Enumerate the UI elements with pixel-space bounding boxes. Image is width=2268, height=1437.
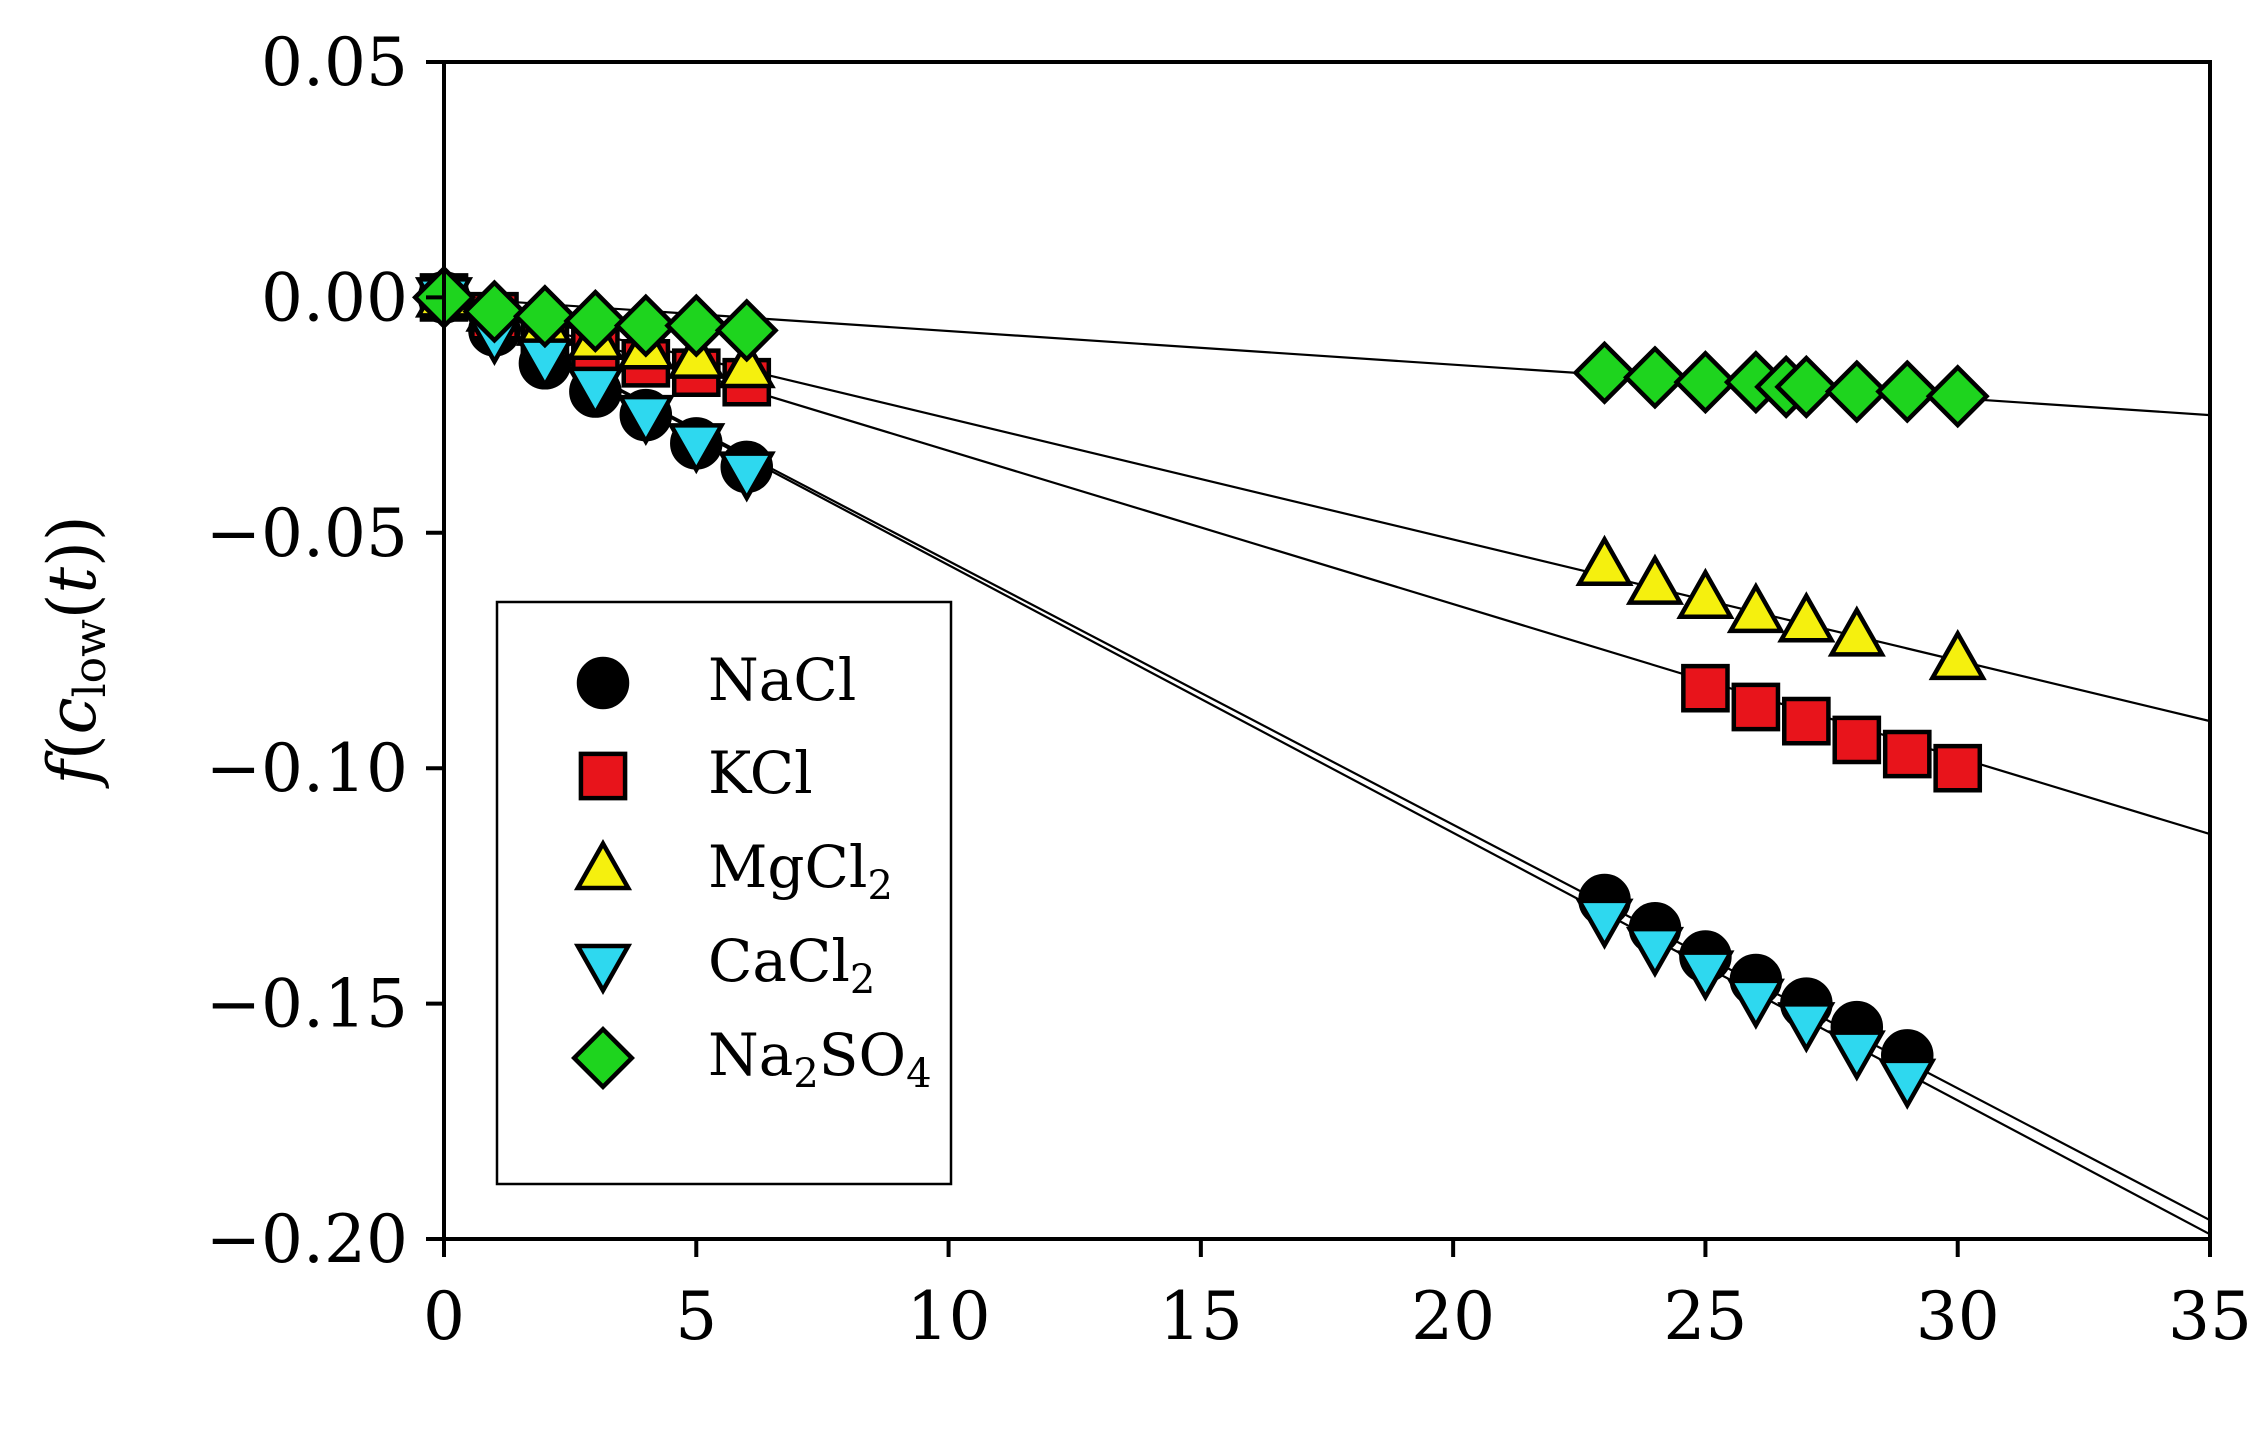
data-point-cacl2 <box>1878 1058 1937 1110</box>
x-tick-label: 30 <box>1916 1278 2000 1355</box>
data-point-mgcl2 <box>1575 534 1634 587</box>
data-point-kcl <box>1882 729 1932 779</box>
data-point-mgcl2 <box>1928 628 1987 681</box>
data-point-na2so4 <box>1622 345 1687 410</box>
legend-label-mgcl2: MgCl2 <box>708 833 893 909</box>
y-tick-label: 0.00 <box>261 259 408 336</box>
legend-label-cacl2: CaCl2 <box>708 927 875 1003</box>
data-point-na2so4 <box>1774 354 1839 419</box>
x-tick-label: 35 <box>2168 1278 2252 1355</box>
x-tick-label: 15 <box>1159 1278 1243 1355</box>
legend-marker-mgcl2 <box>573 839 633 891</box>
x-tick-label: 0 <box>423 1278 465 1355</box>
y-axis-title-open: ( <box>34 734 111 760</box>
data-point-na2so4 <box>1673 350 1738 415</box>
legend-marker-nacl <box>576 656 630 710</box>
data-point-na2so4 <box>613 293 678 358</box>
data-point-cacl2 <box>616 394 675 447</box>
y-axis-title: f(clow(t)) <box>34 515 116 789</box>
legend-marker-kcl <box>578 751 628 801</box>
legend-box <box>495 600 953 1186</box>
data-point-mgcl2 <box>1726 581 1785 634</box>
y-tick-label: −0.10 <box>206 730 408 807</box>
data-point-mgcl2 <box>1625 553 1685 605</box>
y-tick-label: −0.05 <box>206 495 408 572</box>
legend-marker-na2so4 <box>571 1026 635 1090</box>
data-point-cacl2 <box>1575 898 1634 950</box>
y-axis-title-c: c <box>34 697 111 734</box>
data-point-na2so4 <box>462 279 527 344</box>
data-point-na2so4 <box>1875 359 1940 424</box>
y-tick-label: −0.15 <box>206 966 408 1043</box>
x-tick-label: 5 <box>675 1278 717 1355</box>
data-point-cacl2 <box>1777 1002 1836 1054</box>
data-point-na2so4 <box>714 298 779 363</box>
data-point-na2so4 <box>1925 364 1990 429</box>
legend-marker-cacl2 <box>573 943 633 995</box>
x-tick-label: 10 <box>907 1278 991 1355</box>
y-axis-ticks: 0.05 0.00 −0.05 −0.10 −0.15 −0.20 <box>206 24 444 1278</box>
legend-label-na2so4: Na2SO4 <box>708 1021 932 1097</box>
data-point-kcl <box>1681 663 1730 713</box>
data-point-na2so4 <box>563 288 628 353</box>
data-point-na2so4 <box>1824 359 1889 424</box>
y-axis-title-open2: ( <box>34 593 111 619</box>
data-point-cacl2 <box>667 423 726 475</box>
data-point-na2so4 <box>512 284 577 349</box>
data-point-cacl2 <box>566 366 625 418</box>
y-axis-title-t: t <box>34 566 111 593</box>
data-point-cacl2 <box>1676 950 1735 1002</box>
x-axis-ticks: 0 5 10 15 20 25 30 35 <box>423 1239 2252 1355</box>
data-point-kcl <box>1782 696 1831 746</box>
legend: NaCl KCl MgCl2 CaCl2 Na2SO4 <box>495 600 953 1186</box>
data-point-cacl2 <box>1726 978 1785 1030</box>
data-point-mgcl2 <box>1777 591 1836 643</box>
plot-frame <box>442 60 2212 1241</box>
data-point-mgcl2 <box>1676 567 1735 619</box>
data-point-kcl <box>1933 743 1983 793</box>
y-axis-title-close: )) <box>34 515 111 567</box>
y-axis-title-sub: low <box>65 619 116 698</box>
data-point-cacl2 <box>1827 1030 1886 1082</box>
data-point-na2so4 <box>1572 340 1637 405</box>
legend-label-kcl: KCl <box>708 739 813 807</box>
data-point-mgcl2 <box>1827 605 1886 657</box>
legend-label-nacl: NaCl <box>708 646 856 714</box>
y-tick-label: 0.05 <box>261 24 408 101</box>
legend-markers <box>571 656 635 1090</box>
data-point-cacl2 <box>717 451 776 503</box>
data-point-cacl2 <box>1625 926 1685 979</box>
data-point-na2so4 <box>664 293 729 358</box>
data-point-kcl <box>1731 682 1781 732</box>
data-point-kcl <box>1832 715 1882 765</box>
x-tick-label: 25 <box>1663 1278 1747 1355</box>
data-point-mgcl2 <box>717 337 776 389</box>
y-tick-label: −0.20 <box>206 1201 408 1278</box>
x-tick-label: 20 <box>1411 1278 1495 1355</box>
